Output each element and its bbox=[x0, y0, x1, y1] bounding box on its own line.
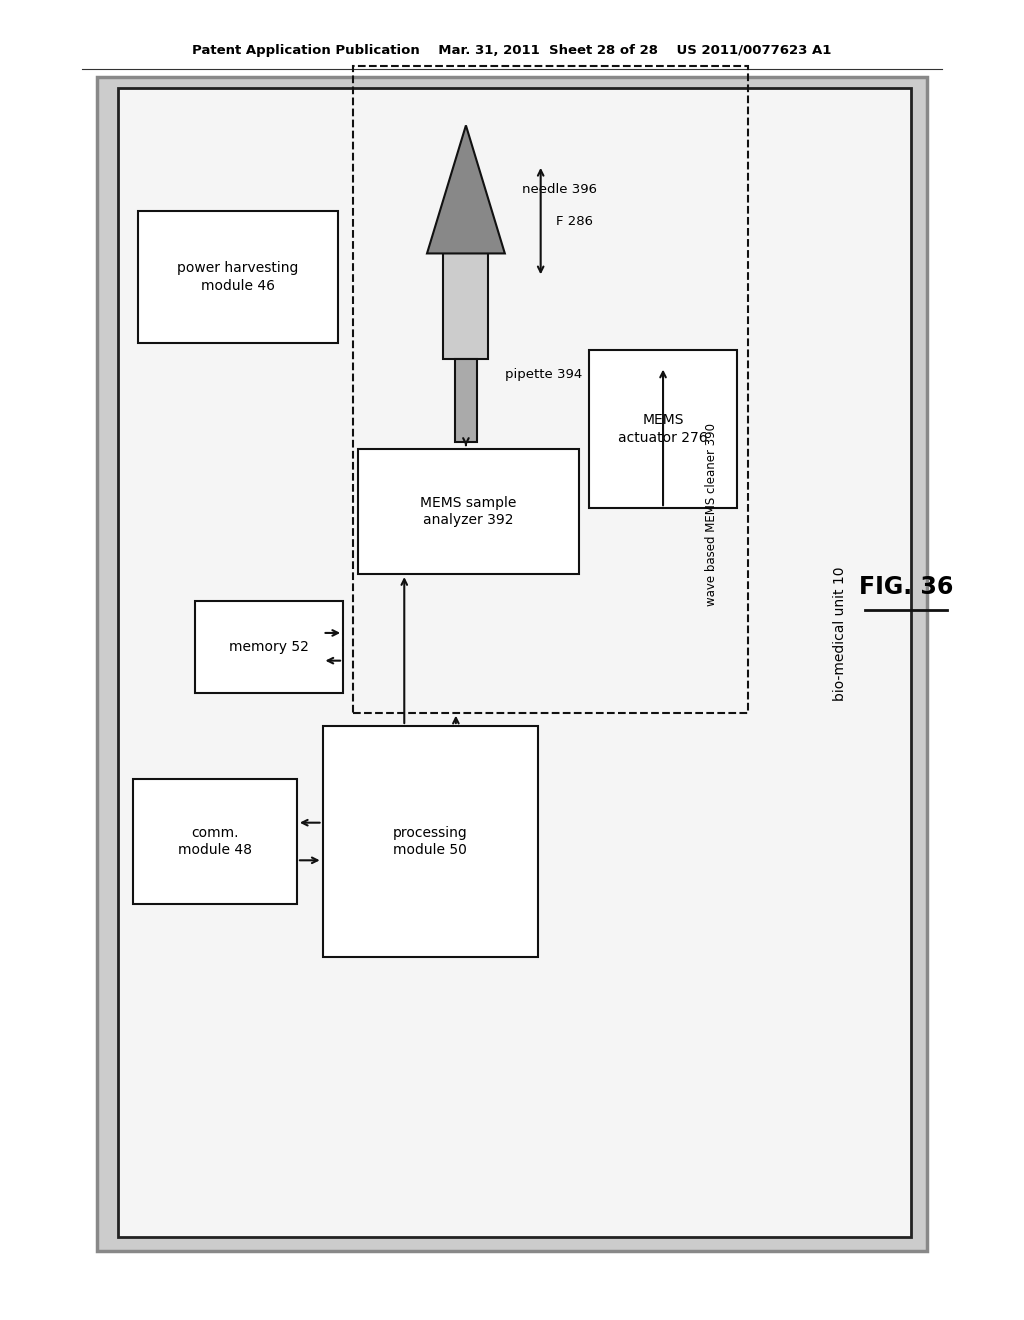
Bar bbox=[443, 253, 488, 359]
Text: MEMS
actuator 276: MEMS actuator 276 bbox=[618, 413, 708, 445]
Bar bbox=[118, 88, 911, 1237]
Bar bbox=[195, 601, 343, 693]
Polygon shape bbox=[427, 125, 505, 253]
Text: needle 396: needle 396 bbox=[522, 183, 597, 195]
Text: comm.
module 48: comm. module 48 bbox=[178, 825, 252, 858]
Bar bbox=[133, 779, 297, 904]
Text: wave based MEMS cleaner 390: wave based MEMS cleaner 390 bbox=[706, 424, 718, 606]
Text: Patent Application Publication    Mar. 31, 2011  Sheet 28 of 28    US 2011/00776: Patent Application Publication Mar. 31, … bbox=[193, 44, 831, 57]
Text: bio-medical unit 10: bio-medical unit 10 bbox=[833, 566, 847, 701]
Text: pipette 394: pipette 394 bbox=[505, 368, 582, 380]
Text: processing
module 50: processing module 50 bbox=[393, 825, 467, 858]
Text: F 286: F 286 bbox=[556, 215, 593, 227]
Bar bbox=[323, 726, 538, 957]
Text: memory 52: memory 52 bbox=[228, 640, 309, 653]
Text: MEMS sample
analyzer 392: MEMS sample analyzer 392 bbox=[420, 495, 517, 528]
Bar bbox=[138, 211, 338, 343]
Bar bbox=[455, 359, 477, 442]
Bar bbox=[97, 77, 927, 1251]
Text: power harvesting
module 46: power harvesting module 46 bbox=[177, 261, 299, 293]
Text: FIG. 36: FIG. 36 bbox=[859, 576, 953, 599]
Bar bbox=[353, 66, 748, 713]
Bar bbox=[358, 449, 579, 574]
Bar bbox=[589, 350, 737, 508]
